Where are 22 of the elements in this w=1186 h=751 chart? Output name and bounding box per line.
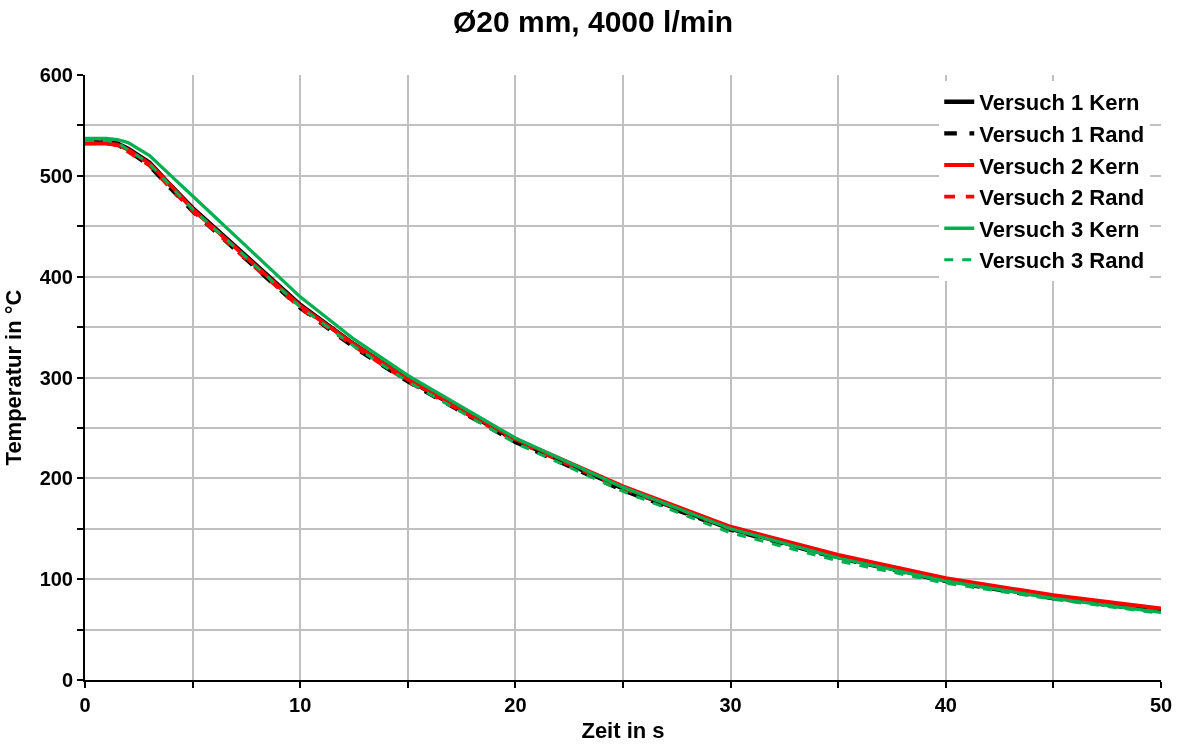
y-tick-label: 500 [39,164,73,187]
x-tick-label: 10 [289,694,312,716]
legend-label: Versuch 2 Kern [979,153,1140,179]
x-tick-label: 30 [719,694,742,716]
y-tick-label: 0 [61,669,73,691]
x-tick-label: 0 [79,694,91,716]
legend-label: Versuch 2 Rand [979,185,1145,211]
chart-title: Ø20 mm, 4000 l/min [452,5,734,39]
x-axis-title: Zeit in s [581,718,665,744]
legend-label: Versuch 1 Rand [979,122,1145,148]
y-tick-label: 400 [39,265,73,288]
y-tick-label: 300 [39,366,73,389]
y-tick-label: 200 [39,467,73,490]
y-tick-label: 600 [39,64,73,86]
legend-label: Versuch 1 Kern [979,90,1140,116]
x-tick-label: 20 [504,694,527,716]
y-tick-label: 100 [39,568,73,591]
x-tick-label: 50 [1149,694,1173,716]
y-axis-title: Temperatur in °C [0,289,26,466]
legend-label: Versuch 3 Kern [979,216,1140,242]
x-tick-label: 40 [934,694,957,716]
legend-label: Versuch 3 Rand [979,248,1145,274]
